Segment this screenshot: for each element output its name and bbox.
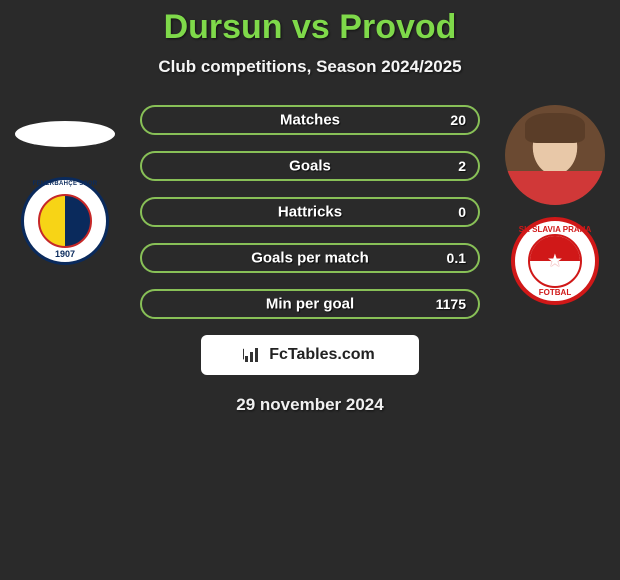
stat-row: Min per goal 1175: [140, 289, 480, 319]
left-club-badge: FENERBAHÇE SPOR: [21, 177, 109, 265]
stat-row: Matches 20: [140, 105, 480, 135]
attribution-text: FcTables.com: [269, 346, 375, 364]
stat-label: Goals per match: [251, 250, 369, 267]
star-icon: ★: [547, 251, 563, 272]
stat-value-right: 20: [450, 112, 466, 128]
bar-chart-icon: [245, 348, 263, 362]
stat-label: Hattricks: [278, 204, 342, 221]
stat-label: Matches: [280, 112, 340, 129]
stat-rows: Matches 20 Goals 2 Hattricks 0 Goals per match…: [140, 105, 480, 319]
stat-label: Goals: [289, 158, 331, 175]
page-title: Dursun vs Provod: [0, 8, 620, 47]
slavia-inner-circle: ★: [528, 234, 582, 288]
stat-row: Goals 2: [140, 151, 480, 181]
left-club-badge-text: FENERBAHÇE SPOR: [24, 181, 106, 187]
right-player-photo: [505, 105, 605, 205]
stat-value-right: 0.1: [447, 250, 466, 266]
right-player-column: SK SLAVIA PRAHA ★ FOTBAL: [500, 105, 610, 305]
attribution-badge: FcTables.com: [201, 335, 419, 375]
slavia-text-top: SK SLAVIA PRAHA: [515, 225, 595, 234]
left-player-column: FENERBAHÇE SPOR: [10, 105, 120, 265]
right-club-badge: SK SLAVIA PRAHA ★ FOTBAL: [511, 217, 599, 305]
stat-row: Goals per match 0.1: [140, 243, 480, 273]
stat-value-right: 1175: [436, 296, 466, 312]
slavia-text-bottom: FOTBAL: [515, 288, 595, 297]
stat-label: Min per goal: [266, 296, 354, 313]
left-player-photo: [15, 121, 115, 147]
stat-row: Hattricks 0: [140, 197, 480, 227]
date-text: 29 november 2024: [0, 395, 620, 415]
comparison-card: Dursun vs Provod Club competitions, Seas…: [0, 0, 620, 415]
subtitle: Club competitions, Season 2024/2025: [0, 57, 620, 77]
stat-value-right: 0: [458, 204, 466, 220]
stats-area: FENERBAHÇE SPOR SK SLAVIA PRAHA ★ FOTBAL…: [0, 105, 620, 415]
stat-value-right: 2: [458, 158, 466, 174]
